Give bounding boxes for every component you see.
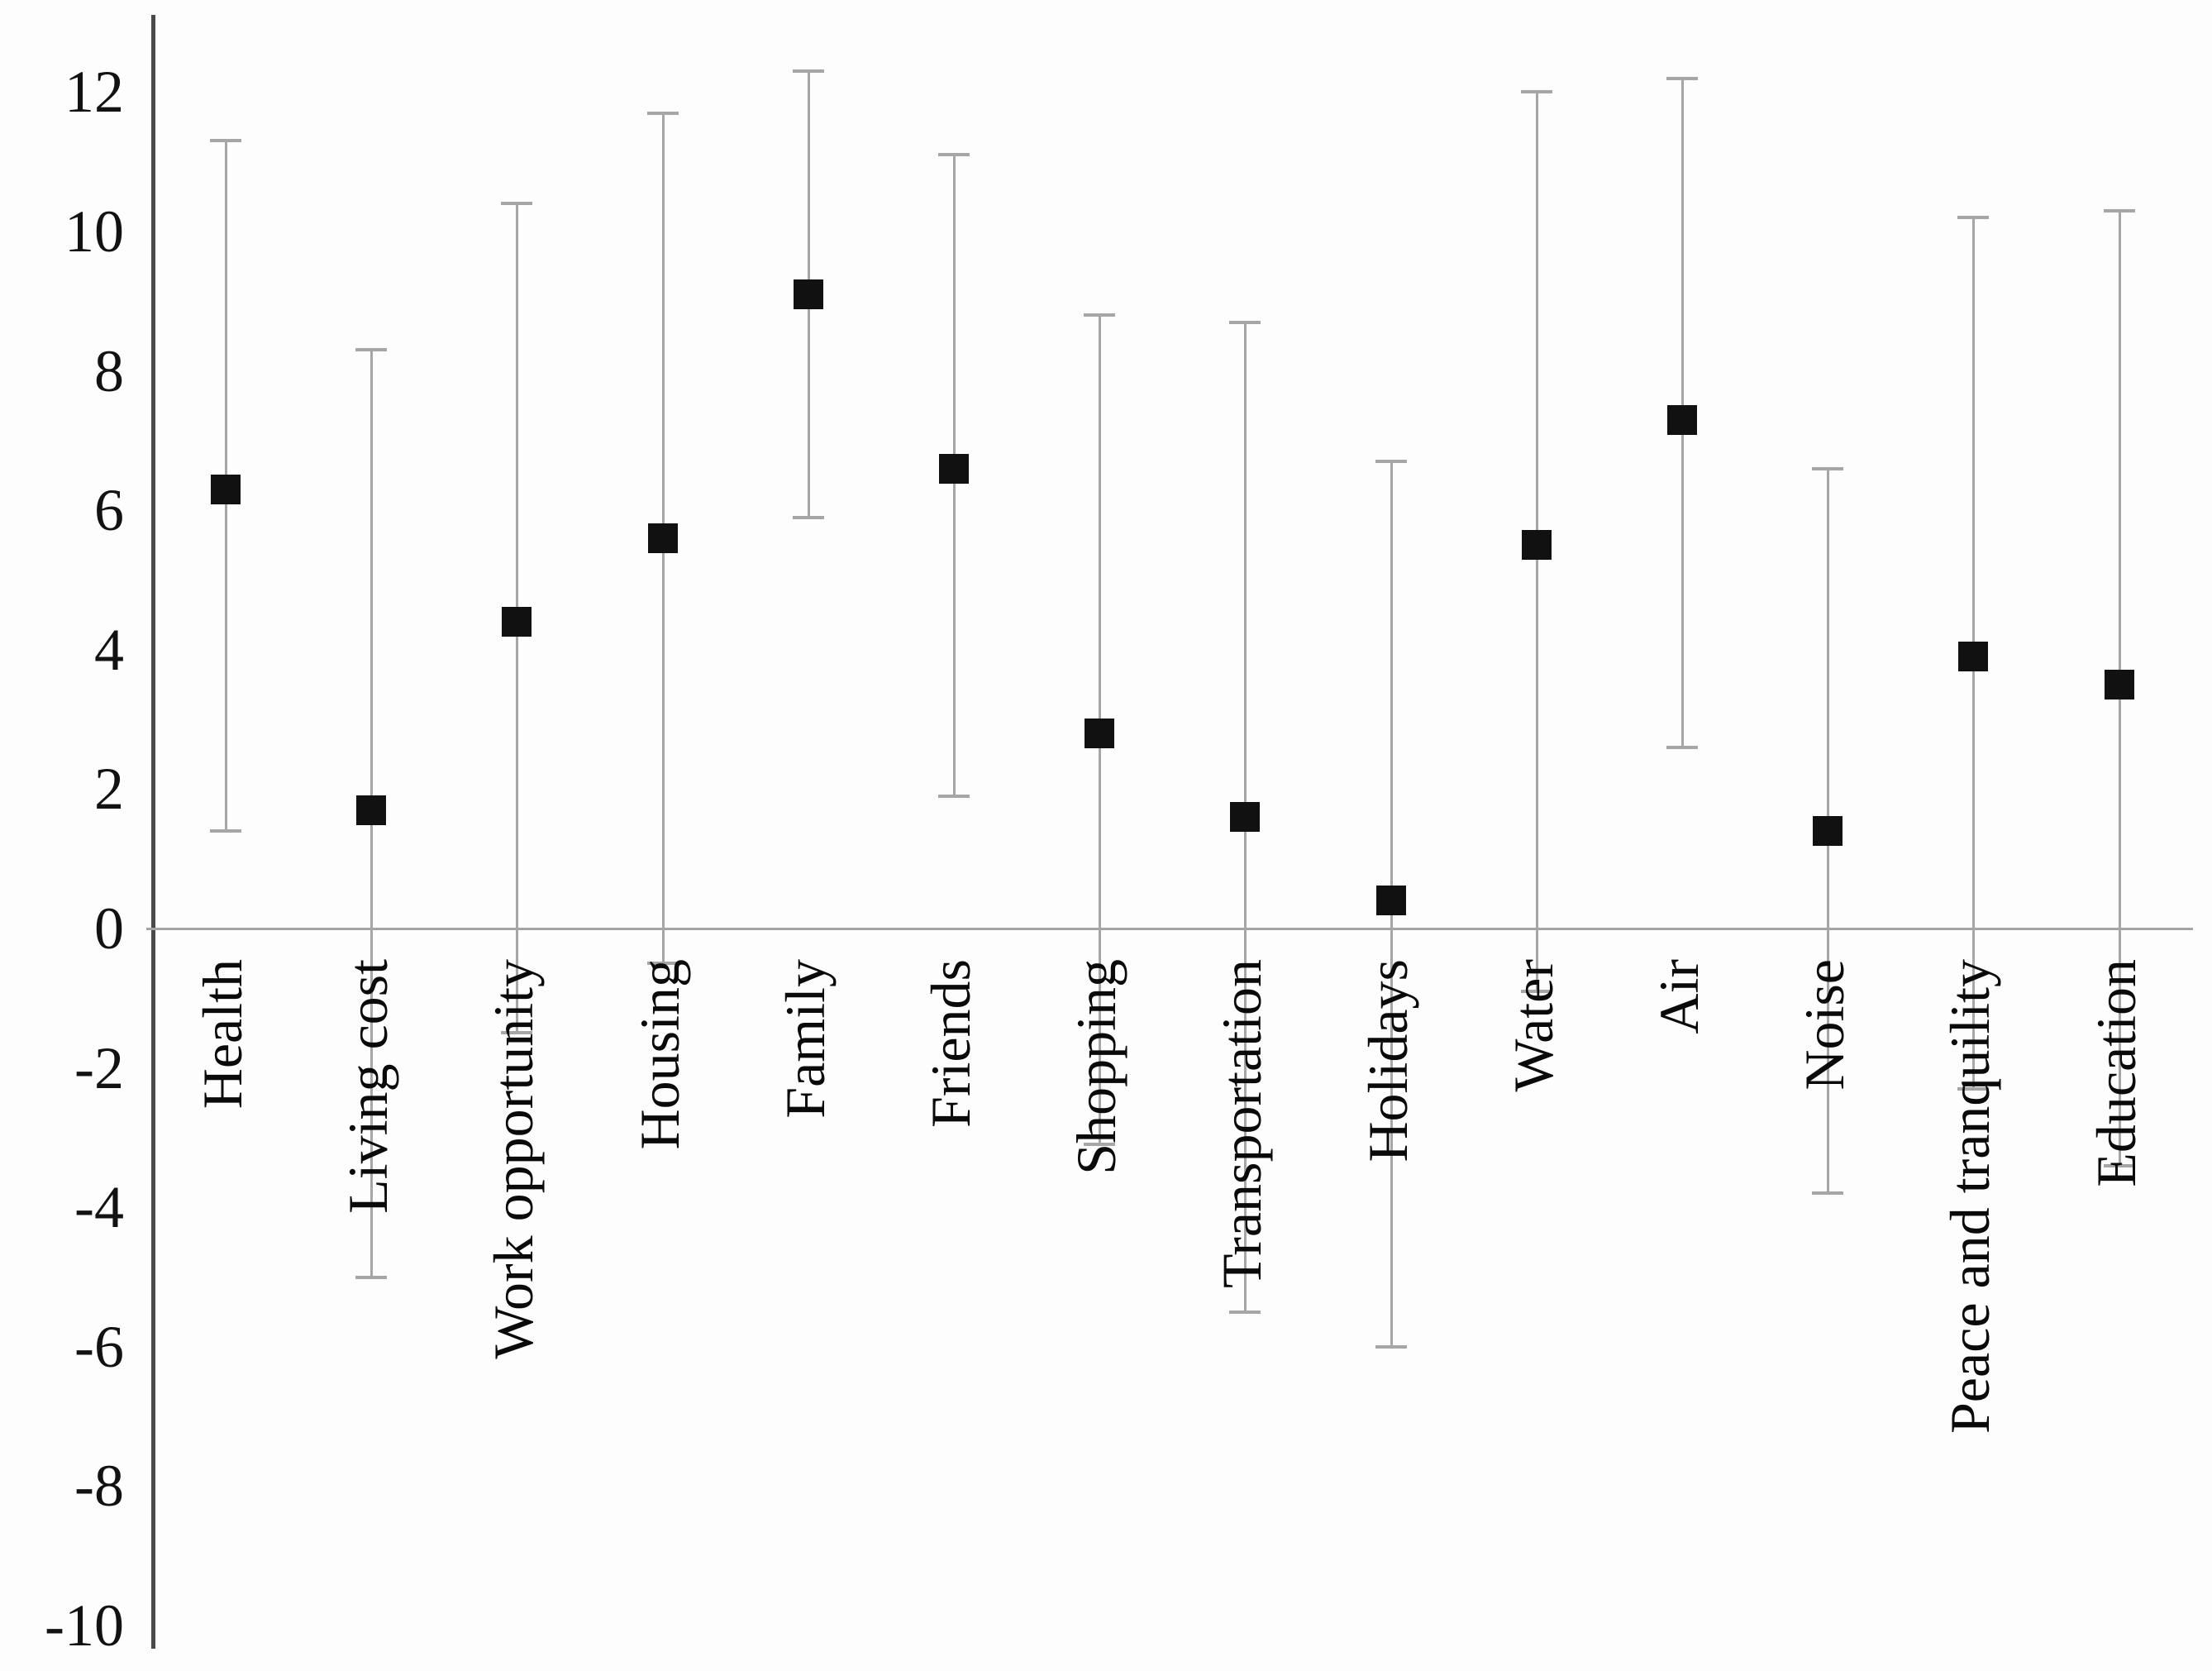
error-bar-top-cap <box>647 112 679 115</box>
y-tick-label: -10 <box>45 1592 124 1659</box>
y-tick-label: 4 <box>94 617 124 683</box>
data-point-marker <box>939 454 969 484</box>
y-tick-label: -4 <box>74 1174 124 1240</box>
data-point-marker <box>1522 530 1552 560</box>
category-label: Housing <box>628 959 691 1150</box>
error-bar-top-cap <box>1666 77 1698 80</box>
category-label: Living cost <box>336 959 399 1214</box>
error-bar-bottom-cap <box>647 962 679 965</box>
error-bar-bottom-cap <box>1375 1345 1407 1349</box>
data-point-marker <box>794 279 823 309</box>
data-point-marker <box>1813 816 1843 846</box>
zero-gridline <box>146 928 2193 930</box>
error-bar-bottom-cap <box>501 1031 532 1034</box>
error-bar-bottom-cap <box>1957 1087 1989 1091</box>
error-bar-bottom-cap <box>793 516 824 519</box>
error-bar-bottom-cap <box>1084 1143 1115 1146</box>
category-label: Transportation <box>1210 959 1273 1288</box>
category-label: Water <box>1502 959 1565 1092</box>
y-tick-label: 12 <box>64 59 124 125</box>
error-bar-top-cap <box>210 139 241 142</box>
category-label: Noise <box>1793 959 1856 1091</box>
error-bar-bottom-cap <box>2104 1164 2135 1167</box>
error-bar-top-cap <box>793 69 824 73</box>
error-bar-top-cap <box>1812 467 1843 470</box>
category-label: Air <box>1647 959 1710 1034</box>
error-bar-top-cap <box>1375 460 1407 463</box>
error-bar-bottom-cap <box>1229 1311 1261 1314</box>
category-label: Peace and tranquility <box>1938 959 2001 1435</box>
category-label: Education <box>2085 959 2148 1187</box>
category-label: Work opportunity <box>482 959 545 1359</box>
category-label: Holidays <box>1356 959 1419 1163</box>
data-point-marker <box>211 475 241 504</box>
data-point-marker <box>2105 670 2134 699</box>
error-bar-top-cap <box>1229 321 1261 324</box>
y-tick-label: -8 <box>74 1453 124 1519</box>
y-tick-label: 8 <box>94 338 124 404</box>
error-bar-bottom-cap <box>210 829 241 833</box>
error-bar-top-cap <box>2104 209 2135 212</box>
category-label: Health <box>191 959 254 1110</box>
category-label: Friends <box>919 959 982 1128</box>
category-label: Shopping <box>1065 959 1127 1175</box>
y-tick-label: 2 <box>94 756 124 822</box>
y-tick-label: 10 <box>64 198 124 265</box>
error-bar-bottom-cap <box>1666 746 1698 749</box>
data-point-marker <box>648 523 678 553</box>
error-bar-top-cap <box>1957 216 1989 219</box>
data-point-marker <box>1958 642 1988 671</box>
data-point-marker <box>1085 719 1114 748</box>
category-label: Family <box>774 959 837 1119</box>
error-bar-top-cap <box>355 348 387 351</box>
error-bar-bottom-cap <box>1812 1191 1843 1195</box>
y-tick-label: -6 <box>74 1314 124 1380</box>
y-tick-label: 0 <box>94 895 124 962</box>
data-point-marker <box>1230 802 1260 832</box>
error-bar-bottom-cap <box>355 1276 387 1279</box>
error-bar-top-cap <box>1521 90 1552 93</box>
data-point-marker <box>1667 405 1697 435</box>
y-axis-line <box>151 15 155 1649</box>
data-point-marker <box>502 607 532 637</box>
error-bar-top-cap <box>501 202 532 205</box>
y-tick-label: -2 <box>74 1035 124 1101</box>
data-point-marker <box>1376 886 1406 915</box>
error-bar-top-cap <box>938 153 970 156</box>
error-bar-bottom-cap <box>938 795 970 798</box>
data-point-marker <box>356 795 386 825</box>
error-bar-bottom-cap <box>1521 990 1552 993</box>
error-bar-top-cap <box>1084 313 1115 317</box>
y-tick-label: 6 <box>94 477 124 543</box>
